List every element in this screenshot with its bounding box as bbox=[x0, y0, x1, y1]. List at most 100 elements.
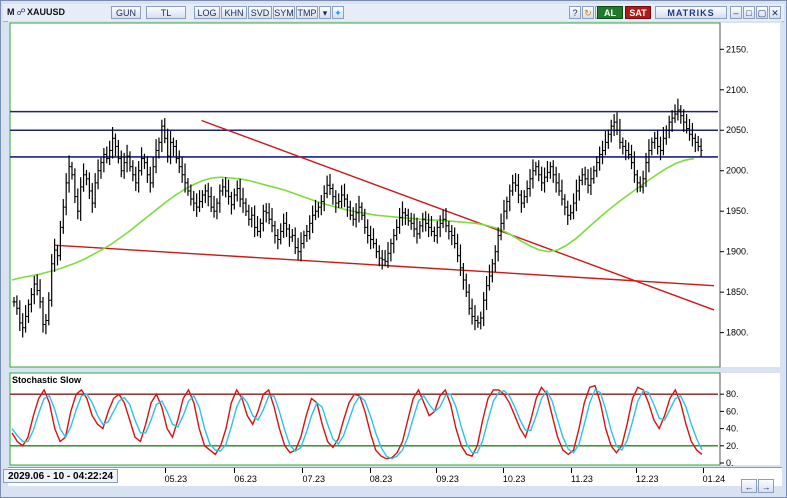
ohlc-bar bbox=[119, 150, 123, 178]
stochastic-axis-label: 0. bbox=[726, 458, 734, 466]
ohlc-bar bbox=[563, 194, 567, 216]
ohlc-bar bbox=[635, 169, 639, 193]
ohlc-bar bbox=[131, 160, 135, 182]
ohlc-bar bbox=[412, 213, 416, 238]
symbol-label[interactable]: XAUUSD bbox=[27, 7, 66, 17]
tmp-button[interactable]: TMP bbox=[296, 6, 318, 19]
ohlc-bar bbox=[316, 202, 320, 218]
stochastic-panel bbox=[9, 372, 721, 466]
timestamp-display: 2029.06 - 10 - 04:22:24 bbox=[3, 469, 119, 483]
ohlc-bar bbox=[403, 207, 407, 225]
ohlc-bar bbox=[93, 173, 97, 208]
ohlc-bar bbox=[15, 295, 19, 315]
ohlc-bar bbox=[73, 168, 77, 204]
ohlc-bar bbox=[256, 216, 260, 237]
sym-button[interactable]: SYM bbox=[273, 6, 295, 19]
ohlc-bar bbox=[566, 200, 570, 225]
refresh-icon[interactable]: ↻ bbox=[582, 6, 594, 19]
ohlc-bar bbox=[200, 190, 204, 208]
buy-button[interactable]: AL bbox=[597, 6, 623, 19]
ohlc-bar bbox=[247, 204, 251, 226]
scroll-right-icon[interactable]: → bbox=[758, 479, 774, 493]
ohlc-bar bbox=[76, 188, 80, 220]
date-axis-tick bbox=[502, 468, 504, 473]
ohlc-bar bbox=[688, 118, 692, 141]
ohlc-bar bbox=[664, 125, 668, 145]
ohlc-bar bbox=[409, 212, 413, 230]
ohlc-bar bbox=[479, 311, 483, 330]
ohlc-bar bbox=[90, 182, 94, 213]
maximize-icon[interactable]: ▢ bbox=[756, 6, 768, 19]
ohlc-bar bbox=[357, 195, 361, 223]
price-axis-label: 1800. bbox=[726, 328, 749, 338]
ohlc-bar bbox=[464, 273, 468, 297]
ohlc-bar bbox=[70, 161, 74, 180]
log-button[interactable]: LOG bbox=[194, 6, 220, 19]
date-axis-tick bbox=[636, 468, 638, 473]
ohlc-bar bbox=[543, 167, 547, 193]
ohlc-bar bbox=[334, 190, 338, 213]
period-button[interactable]: GUN bbox=[111, 6, 141, 19]
menu-letter[interactable]: M bbox=[7, 7, 15, 17]
ohlc-bar bbox=[169, 131, 173, 165]
ohlc-bar bbox=[35, 274, 39, 296]
ohlc-bar bbox=[525, 180, 529, 204]
ohlc-bar bbox=[180, 156, 184, 183]
link-icon[interactable]: ☍ bbox=[16, 7, 26, 17]
ohlc-bar bbox=[380, 250, 384, 270]
ohlc-bar bbox=[427, 213, 431, 238]
ohlc-bar bbox=[470, 298, 474, 325]
twitter-icon[interactable]: ✦ bbox=[332, 6, 344, 19]
stochastic-axis-label: 80. bbox=[726, 389, 739, 399]
ohlc-bar bbox=[137, 161, 141, 193]
ohlc-bar bbox=[293, 227, 297, 255]
ohlc-bar bbox=[371, 228, 375, 249]
ohlc-bar bbox=[516, 173, 520, 204]
ohlc-bar bbox=[659, 136, 663, 161]
ohlc-bar bbox=[328, 173, 332, 195]
ohlc-bar bbox=[305, 224, 309, 242]
ohlc-bar bbox=[609, 119, 613, 143]
ohlc-bar bbox=[424, 211, 428, 232]
close-icon[interactable]: ✕ bbox=[769, 6, 781, 19]
date-axis-tick bbox=[164, 468, 166, 473]
ohlc-bar bbox=[198, 190, 202, 212]
scroll-left-icon[interactable]: ← bbox=[741, 479, 757, 493]
ohlc-bar bbox=[612, 114, 616, 136]
ohlc-bar bbox=[348, 200, 352, 221]
ohlc-bar bbox=[531, 159, 535, 189]
ohlc-bar bbox=[142, 153, 146, 170]
ohlc-bar bbox=[209, 186, 213, 212]
ohlc-bar bbox=[673, 104, 677, 123]
ohlc-bar bbox=[418, 220, 422, 239]
ohlc-bar bbox=[415, 217, 419, 244]
ohlc-bar bbox=[493, 245, 497, 272]
stochastic-axis-label: 40. bbox=[726, 424, 739, 434]
ohlc-bar bbox=[551, 160, 555, 183]
date-axis-label: 01.24 bbox=[702, 474, 726, 484]
svd-button[interactable]: SVD bbox=[248, 6, 272, 19]
ohlc-bar bbox=[598, 146, 602, 171]
ohlc-bar bbox=[105, 146, 109, 164]
ohlc-bar bbox=[560, 179, 564, 206]
ohlc-bar bbox=[61, 199, 65, 234]
ohlc-bar bbox=[496, 227, 500, 262]
ohlc-bar bbox=[331, 183, 335, 205]
ohlc-bar bbox=[261, 204, 265, 232]
ohlc-bar bbox=[473, 305, 477, 331]
ohlc-bar bbox=[682, 109, 686, 132]
sell-button[interactable]: SAT bbox=[625, 6, 651, 19]
ohlc-bar bbox=[485, 275, 489, 310]
minimize-icon[interactable]: – bbox=[730, 6, 742, 19]
ohlc-bar bbox=[490, 258, 494, 283]
dropdown-arrow-icon[interactable]: ▾ bbox=[319, 6, 331, 19]
chart-area[interactable]: 1800. 1850. 1900. 1950. 2000. 2050. 2100. 2150.… bbox=[8, 21, 782, 468]
ohlc-bar bbox=[438, 215, 442, 238]
ohlc-bar bbox=[363, 208, 367, 234]
restore-icon[interactable]: □ bbox=[743, 6, 755, 19]
currency-button[interactable]: TL bbox=[146, 6, 186, 19]
ohlc-bar bbox=[340, 185, 344, 208]
khn-button[interactable]: KHN bbox=[221, 6, 247, 19]
price-axis-label: 2050. bbox=[726, 125, 749, 135]
help-icon[interactable]: ? bbox=[569, 6, 581, 19]
